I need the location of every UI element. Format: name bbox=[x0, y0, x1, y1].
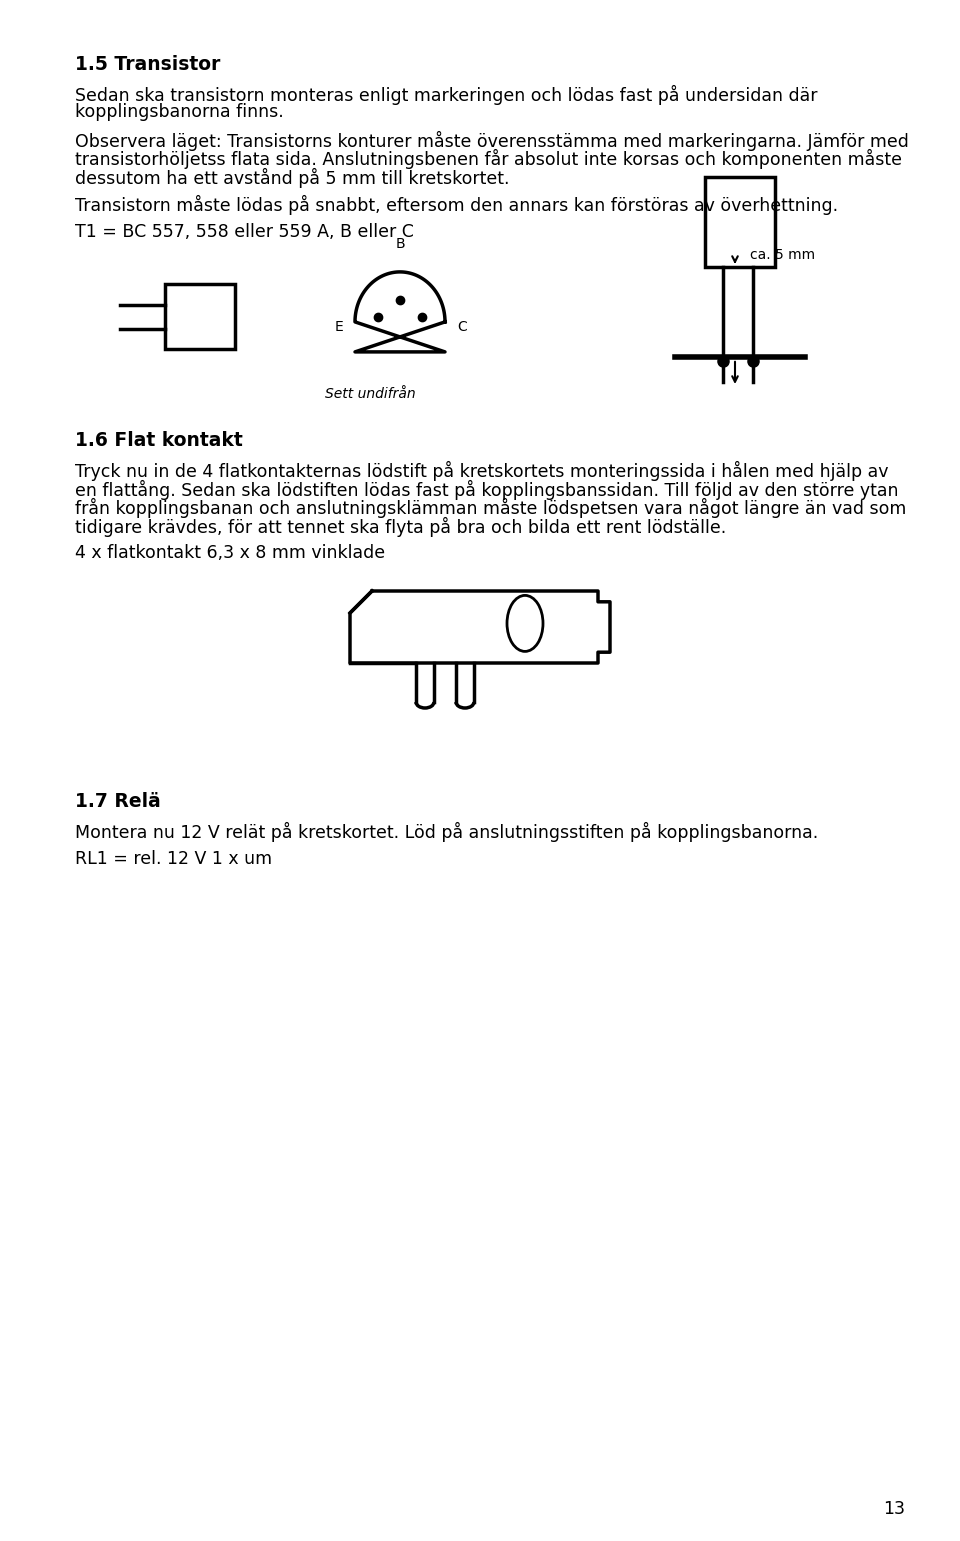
Text: Tryck nu in de 4 flatkontakternas lödstift på kretskortets monteringssida i håle: Tryck nu in de 4 flatkontakternas lödsti… bbox=[75, 461, 889, 481]
Text: E: E bbox=[334, 321, 343, 334]
Text: 4 x flatkontakt 6,3 x 8 mm vinklade: 4 x flatkontakt 6,3 x 8 mm vinklade bbox=[75, 544, 385, 562]
Text: dessutom ha ett avstånd på 5 mm till kretskortet.: dessutom ha ett avstånd på 5 mm till kre… bbox=[75, 168, 510, 188]
Text: Sedan ska transistorn monteras enligt markeringen och lödas fast på undersidan d: Sedan ska transistorn monteras enligt ma… bbox=[75, 85, 818, 105]
Text: kopplingsbanorna finns.: kopplingsbanorna finns. bbox=[75, 103, 284, 122]
Text: Sett undifrån: Sett undifrån bbox=[324, 387, 416, 401]
Text: från kopplingsbanan och anslutningsklämman måste lödspetsen vara något längre än: från kopplingsbanan och anslutningsklämm… bbox=[75, 498, 906, 518]
Text: Montera nu 12 V relät på kretskortet. Löd på anslutningsstiften på kopplingsbano: Montera nu 12 V relät på kretskortet. Lö… bbox=[75, 821, 818, 843]
Bar bbox=[705, 177, 775, 267]
Text: Observera läget: Transistorns konturer måste överensstämma med markeringarna. Jä: Observera läget: Transistorns konturer m… bbox=[75, 131, 909, 151]
Text: 1.6 Flat kontakt: 1.6 Flat kontakt bbox=[75, 431, 243, 450]
Text: T1 = BC 557, 558 eller 559 A, B eller C: T1 = BC 557, 558 eller 559 A, B eller C bbox=[75, 222, 414, 240]
Bar bbox=[165, 285, 235, 350]
Text: C: C bbox=[457, 321, 467, 334]
Text: tidigare krävdes, för att tennet ska flyta på bra och bilda ett rent lödställe.: tidigare krävdes, för att tennet ska fly… bbox=[75, 516, 727, 536]
Text: B: B bbox=[396, 237, 405, 251]
Text: en flattång. Sedan ska lödstiften lödas fast på kopplingsbanssidan. Till följd a: en flattång. Sedan ska lödstiften lödas … bbox=[75, 479, 899, 499]
Ellipse shape bbox=[507, 595, 543, 652]
Text: ca. 5 mm: ca. 5 mm bbox=[750, 248, 815, 262]
Text: 1.5 Transistor: 1.5 Transistor bbox=[75, 55, 221, 74]
Text: 13: 13 bbox=[883, 1501, 905, 1518]
Text: transistorhöljetss flata sida. Anslutningsbenen får absolut inte korsas och komp: transistorhöljetss flata sida. Anslutnin… bbox=[75, 149, 902, 170]
Text: RL1 = rel. 12 V 1 x um: RL1 = rel. 12 V 1 x um bbox=[75, 849, 272, 868]
Text: Transistorn måste lödas på snabbt, eftersom den annars kan förstöras av överhett: Transistorn måste lödas på snabbt, efter… bbox=[75, 196, 838, 216]
Text: 1.7 Relä: 1.7 Relä bbox=[75, 792, 160, 812]
